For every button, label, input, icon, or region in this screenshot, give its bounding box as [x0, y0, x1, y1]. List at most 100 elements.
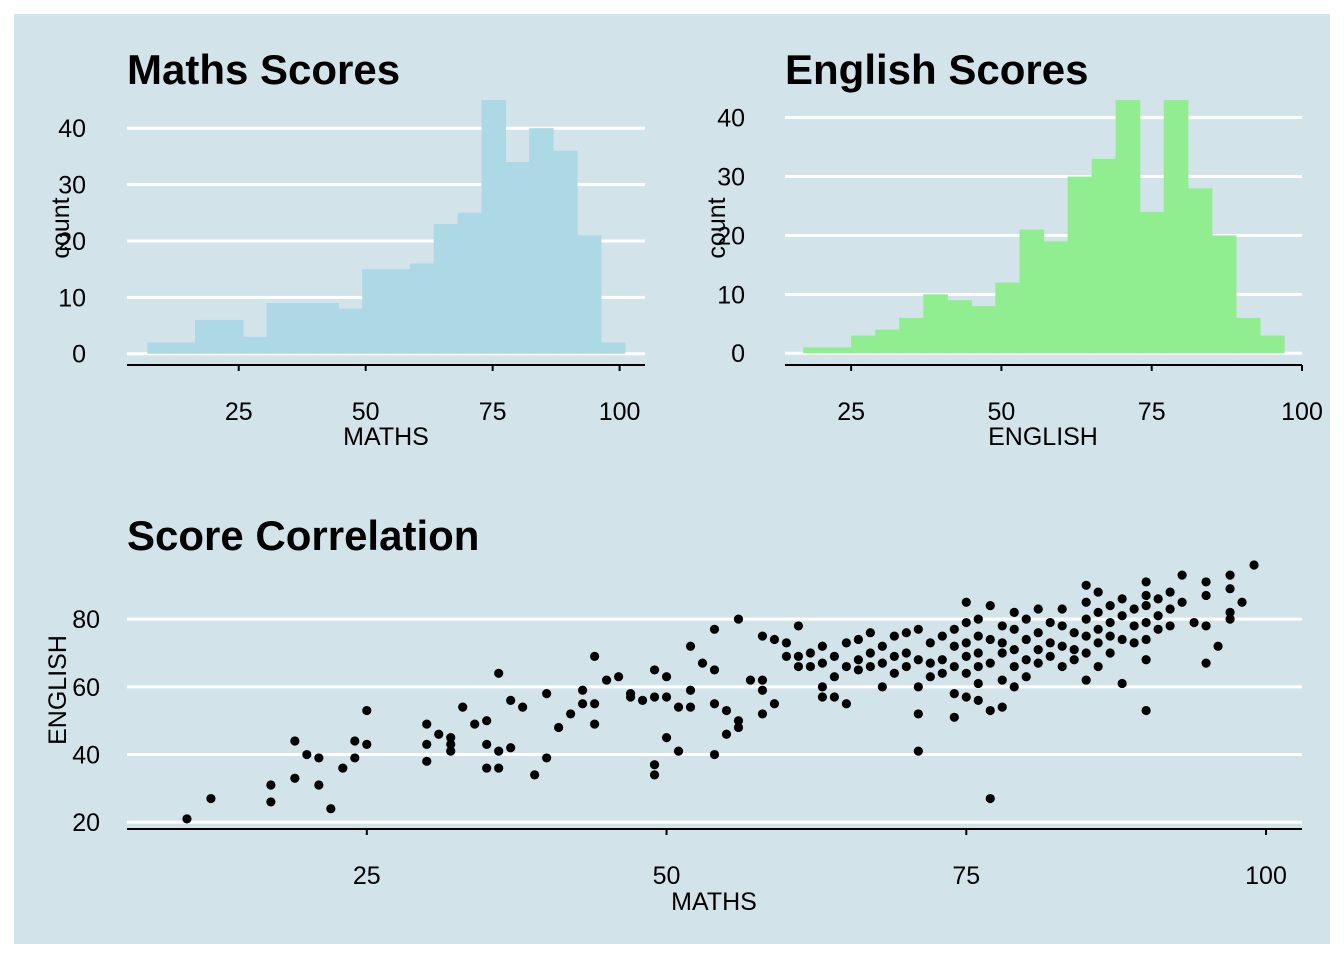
scatter-point: [1093, 661, 1103, 672]
scatter-point: [1165, 621, 1175, 631]
scatter-point: [1021, 634, 1031, 645]
english-histogram-panel: English Scores 25 50 75 100 0 10 20 30 40 ENGLI…: [703, 46, 1323, 451]
correlation-y-tick-label: 60: [72, 674, 100, 702]
scatter-point: [1093, 607, 1103, 617]
scatter-point: [901, 661, 911, 672]
english-histogram-bar: [875, 329, 900, 354]
english-histogram-bar: [1091, 158, 1117, 354]
scatter-point: [1153, 611, 1163, 621]
scatter-point: [1093, 587, 1103, 597]
scatter-point: [781, 638, 792, 648]
scatter-point: [1057, 641, 1067, 651]
scatter-point: [961, 668, 971, 678]
scatter-point: [961, 617, 971, 628]
english-y-ticks: 0 10 20 30 40: [717, 105, 745, 369]
scatter-point: [973, 631, 983, 641]
scatter-point: [733, 614, 744, 624]
scatter-point: [458, 702, 468, 712]
scatter-point: [1249, 560, 1259, 570]
correlation-y-tick-label: 20: [72, 809, 100, 837]
correlation-x-tick-label: 50: [653, 862, 681, 890]
scatter-point: [1033, 628, 1043, 638]
english-x-tick-label: 25: [837, 398, 865, 426]
scatter-point: [482, 739, 492, 749]
scatter-point: [1093, 624, 1103, 634]
scatter-point: [697, 658, 708, 668]
scatter-point: [1189, 617, 1199, 628]
scatter-point: [877, 641, 887, 651]
english-x-tick-label: 100: [1281, 398, 1323, 426]
scatter-point: [1057, 621, 1067, 631]
correlation-x-tick-label: 100: [1245, 862, 1287, 890]
scatter-point: [757, 685, 768, 695]
scatter-point: [997, 648, 1007, 658]
scatter-point: [901, 648, 911, 658]
scatter-point: [1201, 590, 1211, 601]
scatter-point: [1165, 604, 1175, 614]
scatter-point: [590, 719, 600, 729]
scatter-point: [829, 692, 839, 702]
scatter-point: [1069, 645, 1079, 655]
scatter-point: [1057, 604, 1067, 614]
scatter-point: [709, 749, 720, 760]
maths-x-ticks: 25 50 75 100: [225, 365, 640, 426]
scatter-point: [1225, 607, 1235, 617]
scatter-point: [422, 756, 432, 766]
scatter-point: [625, 692, 636, 702]
scatter-point: [1141, 577, 1151, 587]
english-y-tick-label: 30: [717, 164, 745, 192]
maths-y-tick-label: 30: [58, 172, 86, 200]
scatter-point: [1177, 570, 1187, 580]
english-histogram-bar: [971, 306, 997, 354]
scatter-point: [817, 682, 828, 692]
maths-y-tick-label: 0: [72, 341, 86, 369]
scatter-point: [1057, 661, 1067, 672]
scatter-point: [1009, 645, 1019, 655]
scatter-point: [590, 699, 600, 709]
correlation-points: [182, 560, 1259, 824]
english-histogram-bar: [1259, 335, 1285, 354]
scatter-point: [326, 804, 336, 814]
scatter-point: [661, 672, 672, 682]
scatter-point: [482, 716, 492, 726]
scatter-point: [530, 770, 540, 780]
scatter-point: [1165, 587, 1175, 597]
scatter-point: [649, 760, 660, 770]
scatter-point: [733, 716, 744, 726]
scatter-point: [757, 675, 768, 685]
scatter-point: [949, 689, 959, 699]
scatter-point: [1021, 655, 1031, 665]
scatter-point: [350, 753, 360, 763]
scatter-point: [913, 624, 923, 634]
english-histogram-bar: [1235, 317, 1261, 354]
scatter-point: [841, 699, 851, 709]
maths-histogram-bar: [529, 128, 554, 354]
scatter-point: [961, 597, 971, 607]
scatter-point: [601, 675, 612, 685]
maths-histogram-bar: [600, 342, 626, 354]
scatter-point: [973, 695, 983, 705]
scatter-point: [997, 621, 1007, 631]
maths-histogram-bar: [338, 308, 363, 354]
scatter-point: [1117, 634, 1127, 645]
scatter-point: [853, 665, 863, 675]
scatter-point: [1009, 624, 1019, 634]
scatter-point: [673, 746, 684, 756]
scatter-point: [1105, 631, 1115, 641]
correlation-y-tick-label: 40: [72, 742, 100, 770]
english-y-tick-label: 40: [717, 105, 745, 133]
english-chart-title: English Scores: [785, 46, 1088, 93]
scatter-point: [877, 682, 887, 692]
scatter-point: [578, 699, 588, 709]
scatter-point: [494, 763, 504, 773]
english-histogram-bar: [1019, 229, 1045, 354]
scatter-point: [446, 739, 456, 749]
scatter-point: [793, 661, 804, 672]
scatter-point: [1081, 675, 1091, 685]
scatter-point: [949, 624, 959, 634]
scatter-point: [769, 699, 780, 709]
scatter-point: [817, 641, 828, 651]
scatter-point: [889, 631, 899, 641]
english-histogram-bar: [923, 294, 948, 354]
maths-x-axis-title: MATHS: [343, 423, 429, 451]
